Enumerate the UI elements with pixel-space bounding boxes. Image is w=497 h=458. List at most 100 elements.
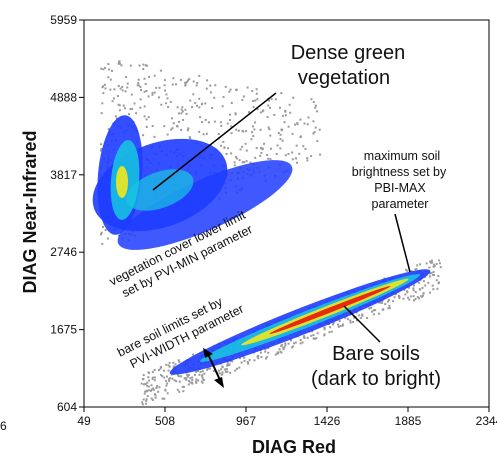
sparse-point	[269, 134, 272, 137]
sparse-point	[151, 371, 154, 374]
sparse-point	[188, 78, 191, 81]
sparse-point	[315, 110, 318, 113]
dense-vegetation-label-line1: Dense green	[291, 42, 406, 64]
sparse-point	[166, 375, 169, 378]
sparse-point	[159, 69, 162, 72]
sparse-point	[241, 129, 244, 132]
sparse-point	[222, 95, 225, 98]
sparse-point	[298, 152, 301, 155]
sparse-point	[189, 137, 192, 140]
sparse-point	[381, 301, 384, 304]
sparse-point	[381, 300, 384, 303]
sparse-point	[200, 103, 203, 106]
sparse-point	[414, 268, 417, 271]
sparse-point	[205, 132, 208, 135]
sparse-point	[245, 160, 248, 163]
sparse-point	[234, 113, 237, 116]
sparse-point	[223, 368, 226, 371]
sparse-point	[414, 298, 417, 301]
sparse-point	[435, 279, 438, 282]
sparse-point	[101, 242, 104, 245]
sparse-point	[278, 106, 281, 109]
sparse-point	[280, 343, 283, 346]
sparse-point	[238, 366, 241, 369]
sparse-point	[198, 373, 201, 376]
sparse-point	[191, 376, 194, 379]
x-tick-label: 967	[236, 414, 256, 428]
sparse-point	[148, 371, 151, 374]
sparse-point	[416, 296, 419, 299]
sparse-point	[142, 398, 145, 401]
sparse-point	[185, 112, 188, 115]
sparse-point	[153, 379, 156, 382]
sparse-point	[192, 93, 195, 96]
sparse-point	[287, 125, 290, 128]
pbi-max-label-line1: maximum soil	[364, 149, 440, 163]
sparse-point	[171, 127, 174, 130]
sparse-point	[220, 124, 223, 127]
sparse-point	[122, 104, 125, 107]
sparse-point	[159, 367, 162, 370]
sparse-point	[170, 373, 173, 376]
sparse-point	[339, 324, 342, 327]
sparse-point	[240, 361, 243, 364]
sparse-point	[281, 139, 284, 142]
sparse-point	[244, 142, 247, 145]
sparse-point	[151, 398, 154, 401]
sparse-point	[267, 157, 270, 160]
sparse-point	[228, 90, 231, 93]
sparse-point	[431, 284, 434, 287]
sparse-point	[151, 93, 154, 96]
sparse-point	[172, 122, 175, 125]
sparse-point	[195, 378, 198, 381]
sparse-point	[165, 382, 168, 385]
sparse-point	[243, 161, 246, 164]
sparse-point	[120, 64, 123, 67]
sparse-point	[355, 311, 358, 314]
y-tick-label: 604	[57, 400, 77, 414]
sparse-point	[201, 121, 204, 124]
sparse-point	[175, 380, 178, 383]
sparse-point	[384, 303, 387, 306]
sparse-point	[235, 88, 238, 91]
sparse-point	[338, 320, 341, 323]
sparse-point	[172, 77, 175, 80]
sparse-point	[316, 332, 319, 335]
sparse-point	[137, 78, 140, 81]
sparse-point	[145, 125, 148, 128]
sparse-point	[294, 157, 297, 160]
sparse-point	[294, 123, 297, 126]
sparse-point	[144, 390, 147, 393]
sparse-point	[150, 388, 153, 391]
sparse-point	[184, 108, 187, 111]
sparse-point	[306, 159, 309, 162]
sparse-point	[368, 307, 371, 310]
sparse-point	[279, 147, 282, 150]
sparse-point	[312, 337, 315, 340]
sparse-point	[238, 357, 241, 360]
sparse-point	[404, 293, 407, 296]
sparse-point	[387, 307, 390, 310]
sparse-point	[276, 351, 279, 354]
sparse-point	[164, 388, 167, 391]
sparse-point	[359, 317, 362, 320]
sparse-point	[392, 300, 395, 303]
sparse-point	[422, 292, 425, 295]
sparse-point	[172, 365, 175, 368]
sparse-point	[100, 149, 103, 152]
sparse-point	[147, 95, 150, 98]
sparse-point	[222, 140, 225, 143]
sparse-point	[370, 306, 373, 309]
sparse-point	[379, 301, 382, 304]
sparse-point	[291, 158, 294, 161]
sparse-point	[114, 115, 117, 118]
sparse-point	[432, 271, 435, 274]
sparse-point	[223, 146, 226, 149]
sparse-point	[179, 78, 182, 81]
sparse-point	[330, 330, 333, 333]
sparse-point	[255, 147, 258, 150]
sparse-point	[260, 151, 263, 154]
sparse-point	[289, 111, 292, 114]
sparse-point	[310, 98, 313, 101]
sparse-point	[282, 346, 285, 349]
